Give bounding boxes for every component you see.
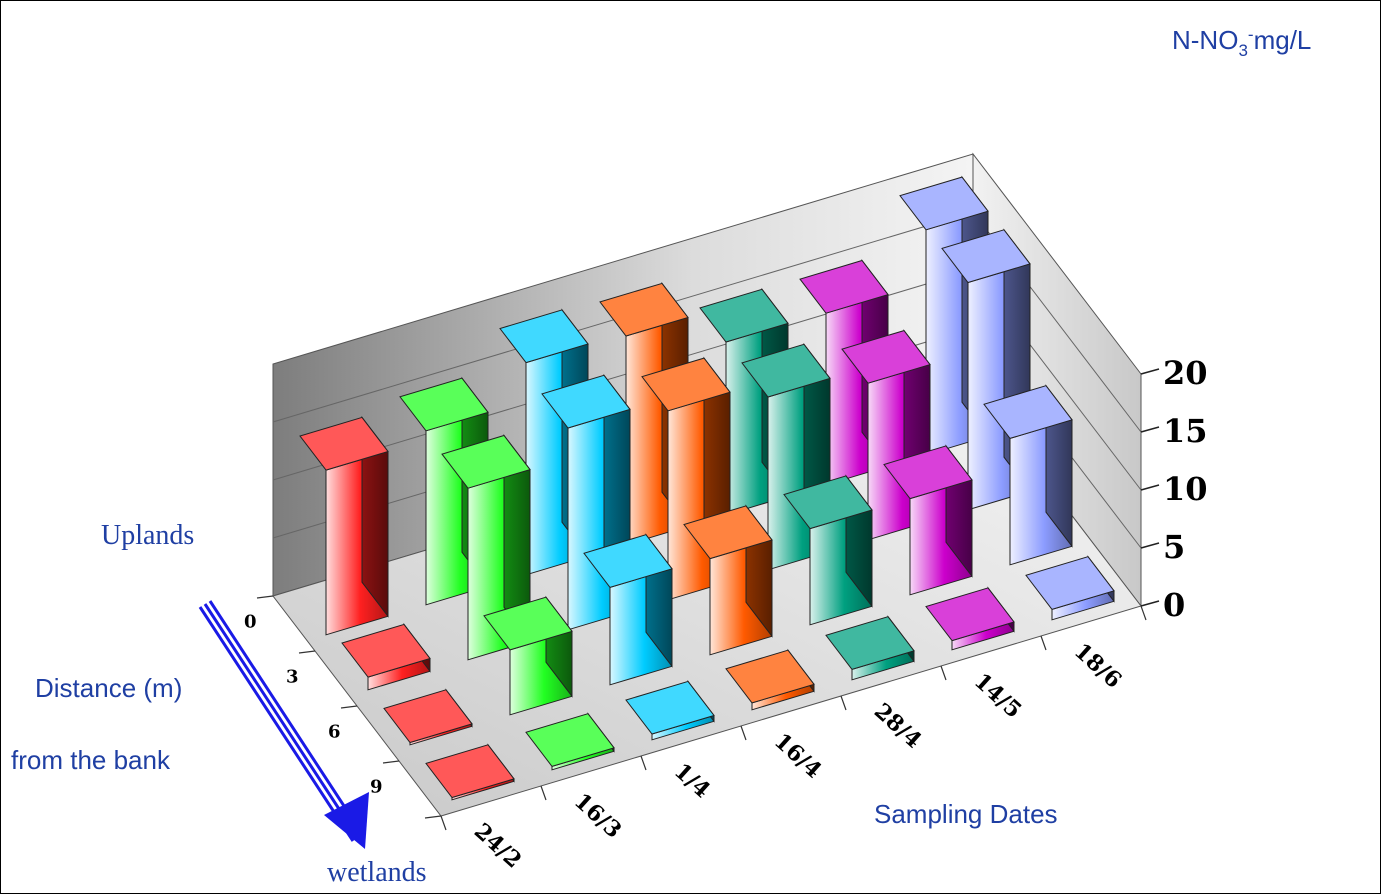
distance-tick-label: 6 [328,722,341,743]
z-tick-label: 20 [1163,354,1208,392]
date-tick [840,695,847,711]
bar [1025,555,1115,621]
bar [983,384,1073,566]
distance-tick-label: 0 [244,612,257,633]
bar [625,679,715,741]
bar [825,615,915,681]
date-tick-label: 24/2 [469,818,527,873]
z-tick-label: 5 [1163,528,1185,566]
date-tick [1140,605,1147,621]
distance-tick [424,815,442,819]
distance-tick-label: 3 [286,667,299,688]
date-tick [540,785,547,801]
distance-tick [382,760,400,764]
z-tick-label: 0 [1163,586,1185,624]
date-tick-label: 18/6 [1069,638,1127,693]
bar [725,648,815,711]
bar [341,622,431,691]
date-tick [1040,635,1047,651]
date-tick [440,815,447,831]
bar [883,444,973,596]
bar [783,474,873,626]
date-tick-label: 16/4 [769,728,827,783]
bar [383,688,473,746]
date-tick-label: 14/5 [969,668,1027,723]
distance-tick [298,650,316,654]
distance-axis-subtitle: from the bank [11,745,171,775]
bar [299,415,389,636]
dates-axis-title: Sampling Dates [874,799,1058,829]
date-tick [740,725,747,741]
distance-tick [256,595,274,599]
date-tick [640,755,647,771]
bar [425,743,515,801]
bar [925,586,1015,651]
date-tick [940,665,947,681]
bar [741,342,831,571]
z-tick [1140,600,1160,607]
z-tick [1140,542,1160,549]
bar [483,595,573,716]
date-tick-label: 28/4 [869,698,927,753]
date-tick-label: 16/3 [569,788,627,843]
z-tick [1140,484,1160,491]
bar [525,712,615,771]
z-tick-label: 15 [1163,412,1208,450]
z-tick [1140,368,1160,375]
z-axis-title: N-NO3-mg/L [1172,25,1311,60]
date-tick-label: 1/4 [669,758,715,803]
distance-axis-title: Distance (m) [35,673,182,703]
distance-tick [340,705,358,709]
bar [583,533,673,686]
z-tick-label: 10 [1163,470,1208,508]
z-tick [1140,426,1160,433]
wetlands-annotation: wetlands [327,857,427,888]
direction-arrow-icon [198,600,369,849]
bar [683,504,773,656]
uplands-annotation: Uplands [101,520,194,551]
distance-tick-label: 9 [370,777,383,798]
